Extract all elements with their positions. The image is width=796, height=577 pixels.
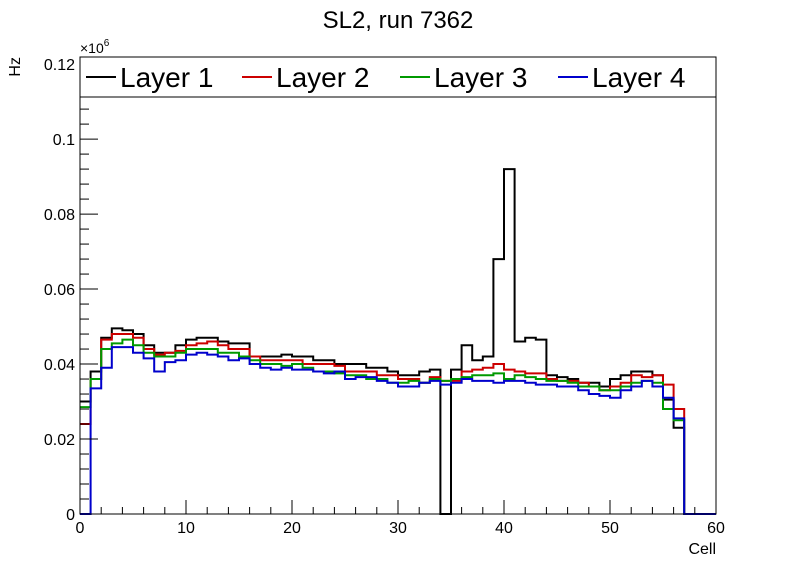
y-multiplier: ×106 (80, 38, 110, 56)
y-tick-label: 0.04 (44, 357, 75, 374)
x-tick-label: 20 (283, 520, 301, 537)
series-line-layer-4 (80, 346, 716, 515)
y-tick-label: 0.1 (53, 132, 75, 149)
plot-frame (79, 56, 717, 515)
x-axis-label: Cell (688, 541, 716, 558)
legend: Layer 1 Layer 2 Layer 3 Layer 4 (79, 56, 717, 98)
x-tick-label: 50 (601, 520, 619, 537)
legend-label-layer-1: Layer 1 (120, 62, 213, 93)
legend-box (79, 56, 717, 98)
y-axis-label: Hz (7, 57, 24, 77)
y-tick-label: 0 (66, 507, 75, 524)
y-tick-label: 0.12 (44, 57, 75, 74)
x-tick-label: 10 (177, 520, 195, 537)
y-tick-label: 0.08 (44, 207, 75, 224)
x-tick-label: 0 (76, 520, 85, 537)
chart-title: SL2, run 7362 (323, 7, 474, 34)
legend-label-layer-3: Layer 3 (434, 62, 527, 93)
x-tick-label: 30 (389, 520, 407, 537)
y-tick-label: 0.06 (44, 282, 75, 299)
series-line-layer-3 (80, 338, 716, 515)
series-line-layer-2 (80, 333, 716, 515)
series-line-layer-1 (80, 168, 716, 515)
legend-label-layer-4: Layer 4 (592, 62, 685, 93)
y-tick-label: 0.02 (44, 432, 75, 449)
x-tick-label: 60 (707, 520, 725, 537)
legend-label-layer-2: Layer 2 (276, 62, 369, 93)
x-tick-label: 40 (495, 520, 513, 537)
